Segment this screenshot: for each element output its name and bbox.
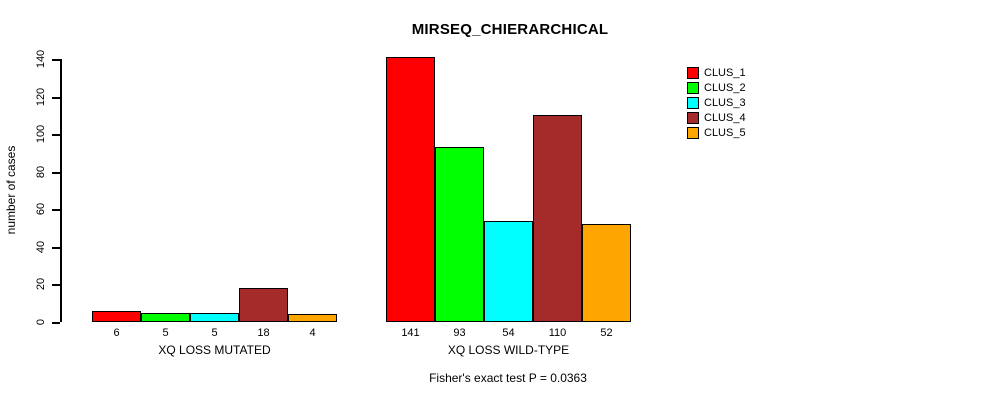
bar-clus_4 <box>533 115 582 322</box>
y-axis-tick-label: 80 <box>35 165 47 179</box>
x-group-label: XQ LOSS WILD-TYPE <box>447 343 570 357</box>
bar-value-label: 6 <box>113 327 120 339</box>
bar-clus_5 <box>582 224 631 322</box>
bar-value-label: 110 <box>548 327 567 339</box>
footnote: Fisher's exact test P = 0.0363 <box>429 371 587 385</box>
bar-clus_2 <box>435 147 484 322</box>
y-axis-tick <box>52 247 60 249</box>
bar-value-label: 52 <box>600 327 613 339</box>
bar-value-label: 93 <box>453 327 466 339</box>
y-axis-tick-label: 40 <box>35 240 47 254</box>
y-axis-tick-label: 140 <box>35 49 47 69</box>
y-axis-line <box>60 59 62 322</box>
legend-label: CLUS_3 <box>704 96 746 109</box>
legend-swatch-clus_5 <box>687 127 699 139</box>
bar-value-label: 4 <box>309 327 316 339</box>
y-axis-tick <box>52 209 60 211</box>
bar-clus_5 <box>288 314 337 322</box>
legend-label: CLUS_4 <box>704 111 746 124</box>
legend-swatch-clus_3 <box>687 97 699 109</box>
y-axis-tick <box>52 322 60 324</box>
legend-swatch-clus_2 <box>687 82 699 94</box>
y-axis-tick-label: 100 <box>35 124 47 144</box>
bar-value-label: 5 <box>162 327 169 339</box>
bar-clus_2 <box>141 313 190 322</box>
legend-swatch-clus_4 <box>687 112 699 124</box>
y-axis-tick-label: 20 <box>35 277 47 291</box>
y-axis-tick <box>52 284 60 286</box>
legend-label: CLUS_2 <box>704 81 746 94</box>
x-group-label: XQ LOSS MUTATED <box>158 343 271 357</box>
bar-value-label: 5 <box>211 327 218 339</box>
bar-value-label: 141 <box>401 327 420 339</box>
bar-clus_3 <box>190 313 239 322</box>
bar-clus_4 <box>239 288 288 322</box>
bar-clus_1 <box>386 57 435 322</box>
legend-swatch-clus_1 <box>687 67 699 79</box>
y-axis-tick <box>52 172 60 174</box>
bar-value-label: 54 <box>502 327 515 339</box>
bar-clus_3 <box>484 221 533 322</box>
legend-label: CLUS_5 <box>704 126 746 139</box>
y-axis-tick-label: 120 <box>35 87 47 107</box>
bar-clus_1 <box>92 311 141 322</box>
legend-label: CLUS_1 <box>704 66 746 79</box>
chart-title: MIRSEQ_CHIERARCHICAL <box>411 21 609 38</box>
y-axis-tick-label: 0 <box>35 318 47 326</box>
y-axis-tick <box>52 134 60 136</box>
bar-value-label: 18 <box>257 327 270 339</box>
y-axis-tick <box>52 59 60 61</box>
y-axis-tick <box>52 97 60 99</box>
y-axis-label: number of cases <box>4 145 18 235</box>
y-axis-tick-label: 60 <box>35 202 47 216</box>
